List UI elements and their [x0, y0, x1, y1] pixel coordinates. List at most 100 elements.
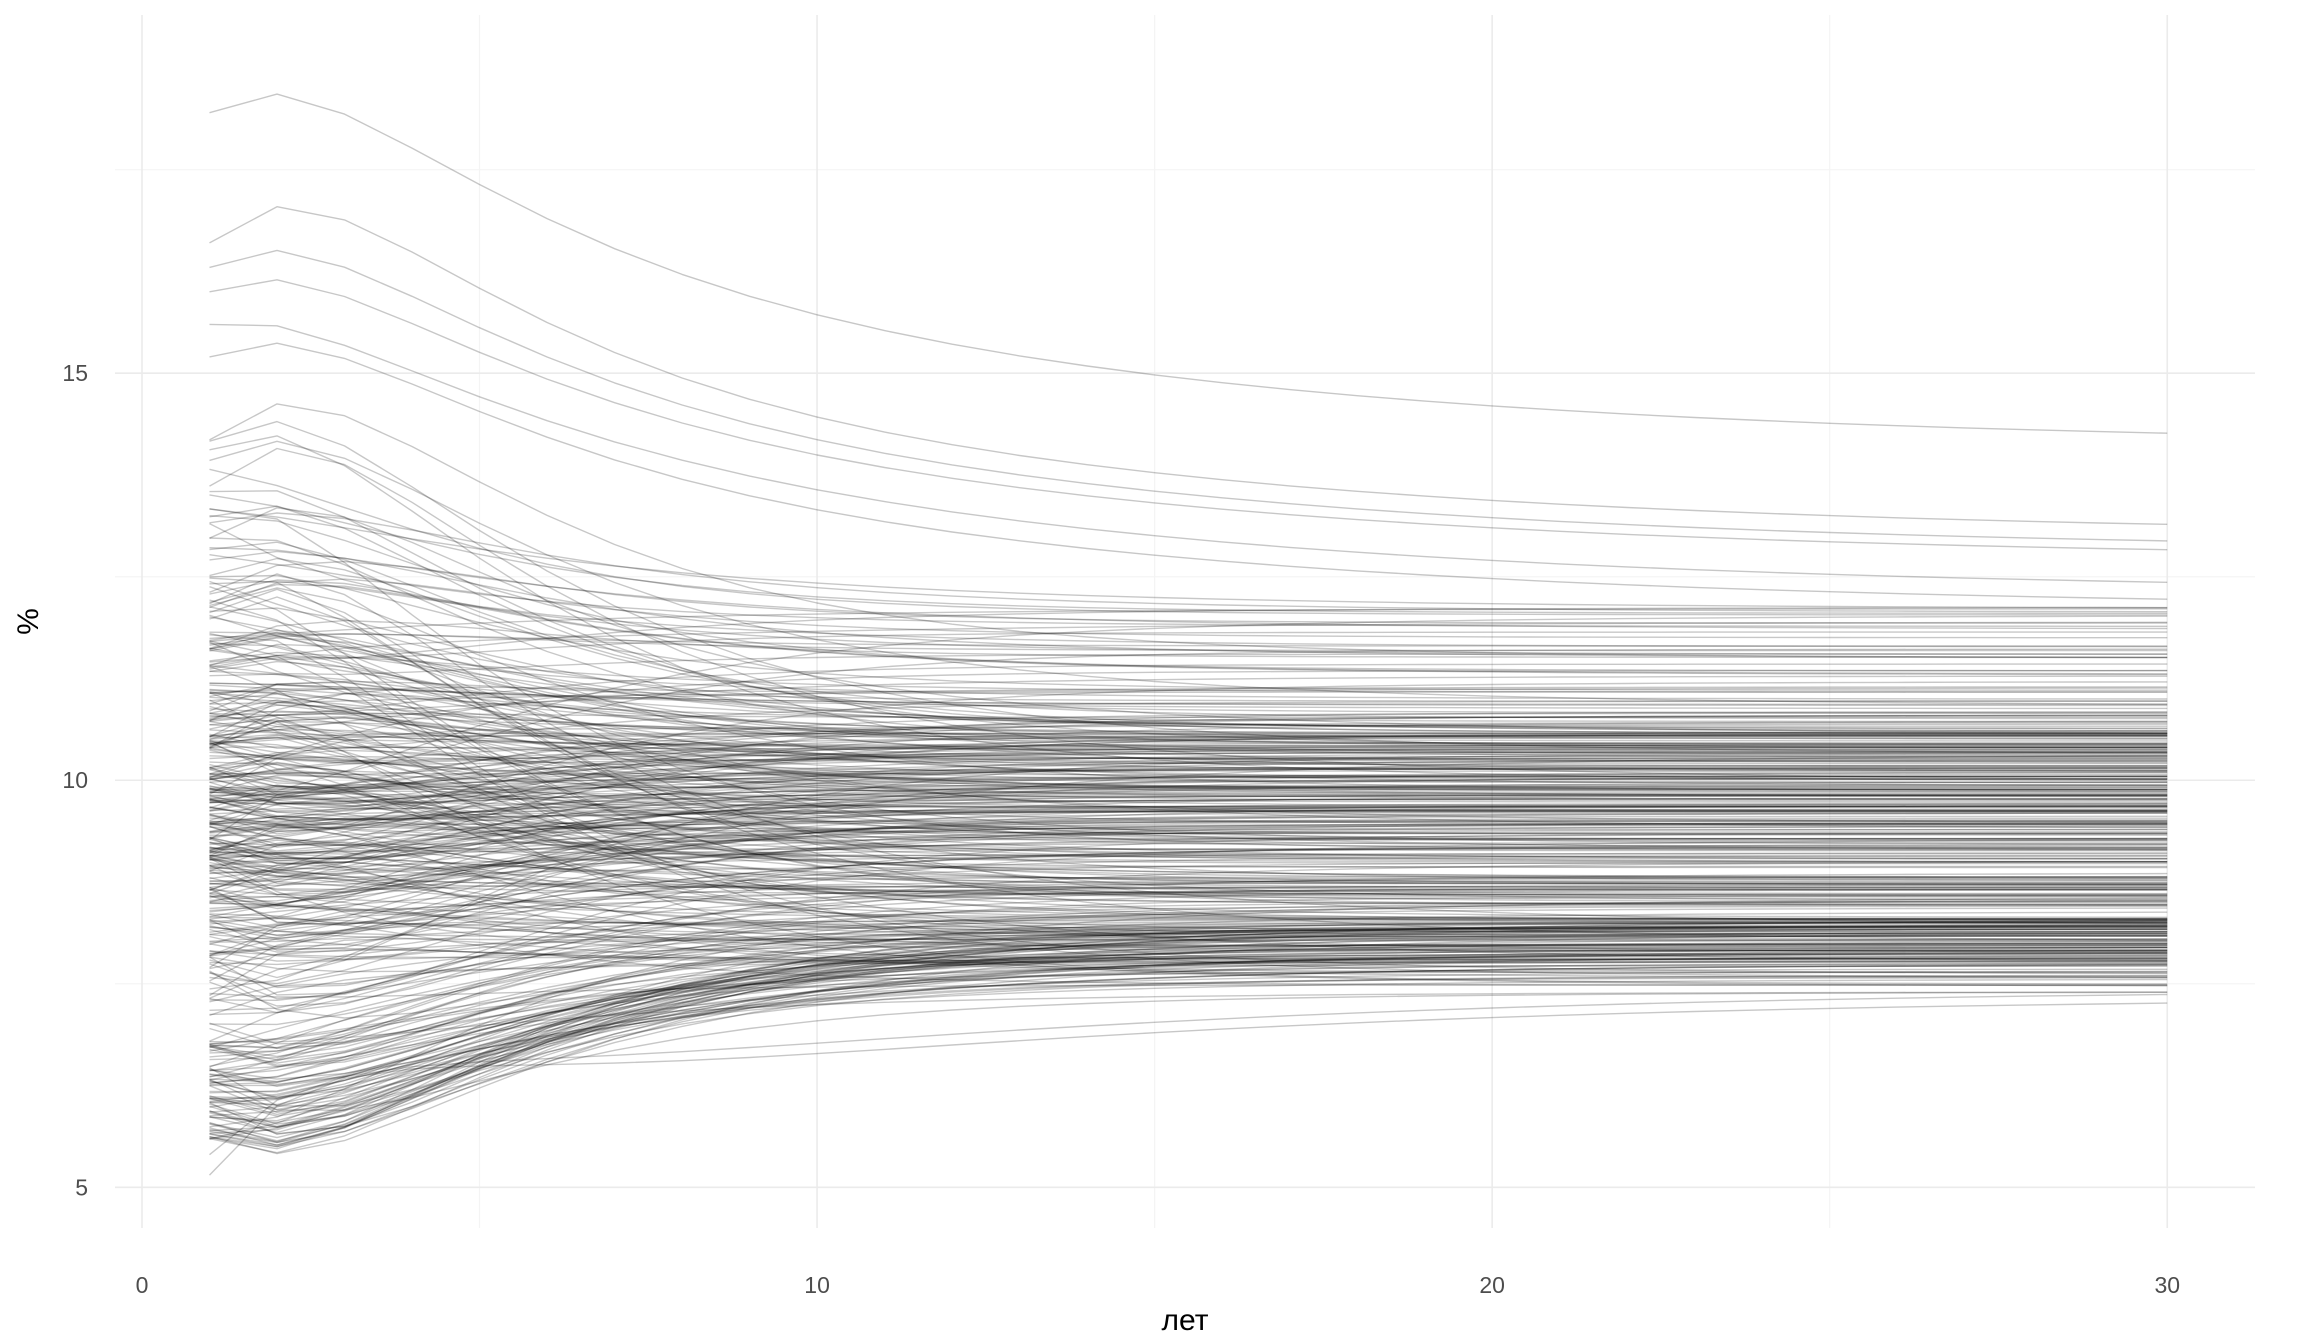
yield-curve: [209, 762, 2168, 879]
yield-curve: [209, 631, 2168, 659]
yield-curve: [209, 687, 2168, 772]
yield-curve: [209, 930, 2168, 1052]
yield-curve: [209, 942, 2168, 1106]
yield-curve: [209, 701, 2168, 851]
yield-curve: [209, 670, 2168, 736]
yield-curve: [209, 822, 2168, 851]
yield-curve: [209, 785, 2168, 810]
yield-curve: [209, 826, 2168, 951]
yield-curve: [209, 901, 2168, 1049]
yield-curve: [209, 944, 2168, 1094]
y-tick-label: 5: [75, 1174, 88, 1200]
yield-curve: [209, 861, 2168, 1014]
yield-curve: [209, 855, 2168, 948]
yield-curve: [209, 812, 2168, 903]
yield-curve: [209, 733, 2168, 852]
yield-curve: [209, 785, 2168, 878]
yield-curve: [209, 720, 2168, 831]
yield-curve: [209, 714, 2168, 824]
yield-curve: [209, 767, 2168, 813]
yield-curve: [209, 772, 2168, 812]
yield-curve: [209, 852, 2168, 885]
yield-curve: [209, 928, 2168, 1042]
yield-curve: [209, 771, 2168, 797]
yield-curve: [209, 922, 2168, 1003]
yield-curve: [209, 420, 2168, 754]
yield-curve: [209, 949, 2168, 1125]
yield-curve: [209, 763, 2168, 790]
yield-curve: [209, 913, 2168, 986]
yield-curve: [209, 833, 2168, 918]
axes: 0 10 20 30 5 10 15: [62, 360, 2180, 1298]
yield-curve: [209, 843, 2168, 955]
yield-curve: [209, 735, 2168, 776]
yield-curve: [209, 587, 2168, 792]
yield-curve: [209, 761, 2168, 937]
yield-curve: [209, 778, 2168, 925]
yield-curve: [209, 949, 2168, 1140]
yield-curve: [209, 803, 2168, 896]
yield-curve: [209, 736, 2168, 924]
yield-curve: [209, 991, 2168, 1043]
yield-curve: [209, 885, 2168, 924]
yield-curve: [209, 681, 2168, 835]
yield-curve: [209, 962, 2168, 1086]
yield-curve: [209, 507, 2168, 734]
yield-curve: [209, 755, 2168, 772]
yield-curve: [209, 837, 2168, 906]
yield-curve: [209, 775, 2168, 910]
yield-curve: [209, 688, 2168, 746]
yield-curve: [209, 656, 2168, 693]
yield-curve: [209, 734, 2168, 871]
yield-curve: [209, 699, 2168, 842]
yield-curve: [209, 926, 2168, 1026]
yield-curve: [209, 815, 2168, 878]
yield-curve: [209, 977, 2168, 1098]
yield-curve: [209, 750, 2168, 804]
yield-curve: [209, 824, 2168, 987]
yield-curve: [209, 817, 2168, 854]
yield-curve: [209, 716, 2168, 793]
y-tick-label: 10: [62, 767, 88, 793]
yield-curve: [209, 956, 2168, 1144]
yield-curve: [209, 704, 2168, 765]
yield-curve: [209, 720, 2168, 863]
yield-curve: [209, 821, 2168, 940]
yield-curve: [209, 825, 2168, 926]
yield-curve: [209, 688, 2168, 705]
yield-curve: [209, 911, 2168, 1061]
yield-curve: [209, 557, 2168, 732]
yield-curve: [209, 854, 2168, 897]
yield-curve: [209, 964, 2168, 1103]
yield-curve: [209, 682, 2168, 710]
yield-curve: [209, 802, 2168, 904]
yield-curve: [209, 580, 2168, 655]
yield-curve: [209, 681, 2168, 762]
yield-curve: [209, 747, 2168, 795]
yield-curve: [209, 775, 2168, 805]
yield-curve: [209, 900, 2168, 1049]
yield-curve: [209, 403, 2168, 659]
yield-curve: [209, 692, 2168, 740]
yield-curve: [209, 607, 2168, 735]
x-tick-label: 30: [2154, 1272, 2180, 1298]
yield-curve: [209, 684, 2168, 723]
yield-curve: [209, 940, 2168, 1129]
yield-curve: [209, 686, 2168, 749]
x-tick-label: 0: [136, 1272, 149, 1298]
yield-curve: [209, 673, 2168, 740]
yield-curve: [209, 447, 2168, 780]
yield-curve: [209, 820, 2168, 919]
yield-curve: [209, 775, 2168, 889]
yield-curve: [209, 842, 2168, 875]
yield-curve: [209, 947, 2168, 963]
yield-curve: [209, 751, 2168, 791]
yield-curve: [209, 748, 2168, 788]
yield-curve: [209, 952, 2168, 1107]
yield-curve: [209, 755, 2168, 990]
curves-layer: [208, 93, 2168, 1176]
yield-curve: [209, 629, 2168, 727]
yield-curve: [209, 714, 2168, 985]
yield-curve: [209, 689, 2168, 802]
yield-curve: [209, 974, 2168, 1103]
